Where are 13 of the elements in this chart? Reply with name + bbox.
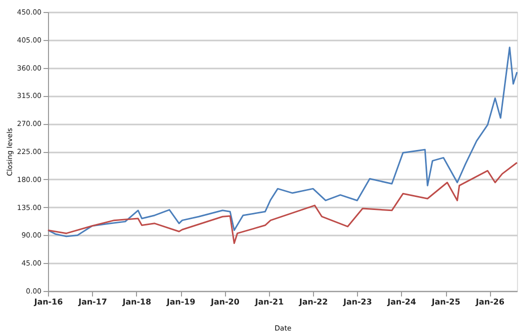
x-tick-label: Jan-25 (430, 298, 461, 306)
line-series (47, 46, 518, 238)
x-tick-label: Jan-22 (298, 298, 328, 306)
x-tick-label: Jan-17 (77, 298, 108, 306)
x-tick-label: Jan-19 (166, 298, 196, 306)
x-tick-label: Jan-20 (210, 298, 240, 306)
x-tick-label: Jan-26 (474, 298, 505, 306)
x-tick-label: Jan-23 (342, 298, 372, 306)
x-tick-label: Jan-16 (33, 298, 64, 306)
line-series (47, 162, 518, 244)
x-tick-label: Jan-18 (122, 298, 152, 306)
x-tick-label: Jan-24 (386, 298, 416, 306)
x-tick-label: Jan-21 (254, 298, 284, 306)
